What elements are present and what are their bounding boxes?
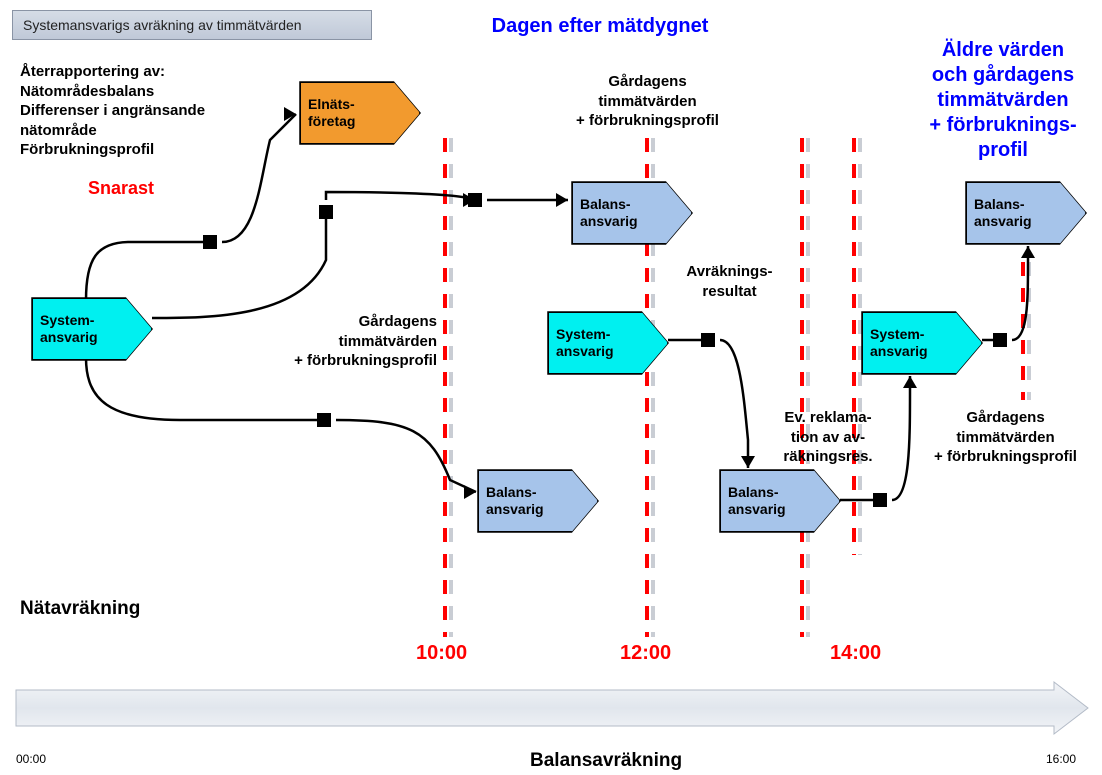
balansavrakning-label: Balansavräkning: [530, 750, 682, 772]
node-system-2: System-ansvarig: [548, 312, 668, 374]
time-1600: 16:00: [1046, 752, 1076, 766]
node-balans-4: Balans-ansvarig: [966, 182, 1086, 244]
time-1000: 10:00: [416, 642, 467, 665]
node-balans-3: Balans-ansvarig: [720, 470, 840, 532]
time-1400: 14:00: [830, 642, 881, 665]
node-system-3: System-ansvarig: [862, 312, 982, 374]
gard1-label: Gårdagenstimmätvärden+ förbrukningsprofi…: [262, 312, 437, 371]
reporting-text: Återrapportering av:NätområdesbalansDiff…: [20, 62, 205, 160]
node-balans-1: Balans-ansvarig: [572, 182, 692, 244]
gard3-label: Gårdagenstimmätvärden+ förbrukningsprofi…: [918, 408, 1093, 467]
header-aldre: Äldre värdenoch gårdagenstimmätvärden+ f…: [908, 38, 1098, 163]
node-system-1: System-ansvarig: [32, 298, 152, 360]
node-balans-2: Balans-ansvarig: [478, 470, 598, 532]
gard2-label: Gårdagenstimmätvärden+ förbrukningsprofi…: [560, 72, 735, 131]
title-text: Systemansvarigs avräkning av timmätvärde…: [23, 17, 302, 33]
time-0000: 00:00: [16, 752, 46, 766]
avrak-label: Avräknings-resultat: [672, 262, 787, 301]
time-1200: 12:00: [620, 642, 671, 665]
snarast-label: Snarast: [88, 178, 154, 199]
header-dagen: Dagen efter mätdygnet: [460, 14, 740, 39]
node-elnat: Elnäts-företag: [300, 82, 420, 144]
title-box: Systemansvarigs avräkning av timmätvärde…: [12, 10, 372, 40]
reklam-label: Ev. reklama-tion av av-räkningsres.: [768, 408, 888, 467]
natavrakning-label: Nätavräkning: [20, 598, 140, 620]
